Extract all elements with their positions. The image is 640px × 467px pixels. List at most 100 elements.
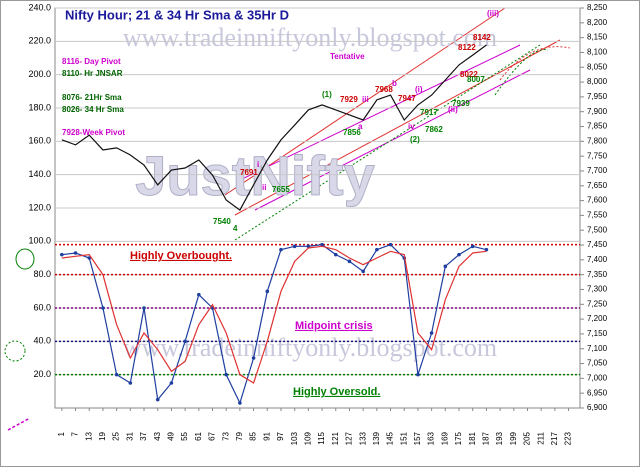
point bbox=[251, 356, 256, 360]
point bbox=[87, 256, 92, 260]
x-tick-label: 151 bbox=[399, 431, 408, 445]
x-tick-label: 13 bbox=[84, 431, 93, 440]
annotation: Midpoint crisis bbox=[295, 320, 373, 332]
annotation: 7917 bbox=[420, 108, 438, 117]
y2-tick-label: 8,000 bbox=[587, 77, 608, 86]
annotation: 7928-Week Pivot bbox=[62, 128, 125, 137]
annotation: 8116- Day Pivot bbox=[62, 57, 121, 66]
y2-tick-label: 7,050 bbox=[587, 359, 608, 368]
y2-tick-label: 7,850 bbox=[587, 122, 608, 131]
y-tick-label: 200.0 bbox=[28, 69, 51, 79]
y2-tick-label: 7,650 bbox=[587, 181, 608, 190]
y2-tick-label: 7,700 bbox=[587, 166, 608, 175]
x-tick-label: 7 bbox=[71, 431, 80, 436]
x-tick-label: 31 bbox=[125, 431, 134, 440]
point bbox=[60, 252, 64, 257]
point bbox=[183, 339, 187, 344]
x-tick-label: 55 bbox=[180, 431, 189, 440]
y2-tick-label: 6,950 bbox=[587, 388, 608, 397]
annotation: 8022 bbox=[460, 70, 478, 79]
annotation: 7856 bbox=[343, 128, 361, 137]
annotation: 7947 bbox=[398, 94, 416, 103]
annotation: 7862 bbox=[425, 125, 443, 134]
annotation: 7939 bbox=[452, 99, 470, 108]
x-tick-label: 25 bbox=[112, 431, 121, 440]
y-tick-label: 120.0 bbox=[28, 202, 51, 212]
y2-tick-label: 7,950 bbox=[587, 92, 608, 101]
point bbox=[197, 292, 201, 297]
x-tick-label: 199 bbox=[509, 431, 518, 445]
annotation: (i) bbox=[415, 85, 423, 94]
point bbox=[416, 372, 420, 377]
y2-tick-label: 7,300 bbox=[587, 285, 608, 294]
x-tick-label: 115 bbox=[317, 431, 326, 444]
x-tick-label: 223 bbox=[564, 431, 573, 445]
x-tick-label: 169 bbox=[440, 431, 449, 445]
x-tick-label: 175 bbox=[454, 431, 463, 445]
y2-tick-label: 8,150 bbox=[587, 33, 608, 42]
channel-line bbox=[224, 7, 506, 196]
x-tick-label: 211 bbox=[536, 431, 545, 444]
x-tick-label: 187 bbox=[482, 431, 491, 445]
annotation: 8142 bbox=[473, 33, 491, 42]
annotation: Highly Oversold. bbox=[293, 386, 380, 398]
channel-line bbox=[239, 44, 521, 181]
chart-title: Nifty Hour; 21 & 34 Hr Sma & 35Hr D bbox=[65, 7, 289, 22]
watermark-url: www.tradeinniftyonly.blogspot.com bbox=[123, 333, 497, 362]
y2-tick-label: 7,600 bbox=[587, 196, 608, 205]
x-tick-label: 205 bbox=[523, 431, 532, 445]
y2-tick-label: 7,200 bbox=[587, 314, 608, 323]
y-tick-label: 140.0 bbox=[28, 169, 51, 179]
point bbox=[484, 247, 489, 252]
point bbox=[347, 259, 352, 264]
annotation: 7968 bbox=[375, 85, 393, 94]
x-tick-label: 49 bbox=[167, 431, 176, 440]
point bbox=[292, 244, 297, 249]
y2-tick-label: 7,900 bbox=[587, 107, 608, 116]
annotation: 8122 bbox=[458, 43, 476, 52]
x-tick-label: 217 bbox=[550, 431, 559, 445]
x-tick-label: 127 bbox=[345, 431, 354, 445]
arrow bbox=[7, 417, 31, 431]
annotation: 7691 bbox=[240, 168, 258, 177]
point bbox=[114, 372, 119, 377]
x-tick-label: 157 bbox=[413, 431, 422, 445]
y2-tick-label: 7,550 bbox=[587, 211, 608, 220]
series-line bbox=[61, 243, 487, 405]
circle-mark bbox=[4, 340, 26, 362]
annotation: i bbox=[257, 160, 259, 169]
point bbox=[73, 251, 78, 255]
annotation: 4 bbox=[233, 224, 238, 233]
x-tick-label: 73 bbox=[221, 431, 230, 440]
point bbox=[470, 244, 475, 249]
y-tick-label: 240.0 bbox=[28, 2, 51, 12]
annotation: ii bbox=[262, 183, 266, 192]
annotation: (2) bbox=[410, 135, 420, 144]
y2-tick-label: 7,000 bbox=[587, 373, 608, 382]
channel-line bbox=[234, 39, 561, 216]
x-tick-label: 121 bbox=[331, 431, 340, 445]
point bbox=[388, 242, 393, 247]
point bbox=[279, 247, 283, 252]
y-tick-label: 160.0 bbox=[28, 136, 51, 146]
point bbox=[224, 372, 228, 377]
annotation: a bbox=[358, 122, 363, 131]
x-tick-label: 43 bbox=[153, 431, 162, 440]
x-tick-label: 145 bbox=[386, 431, 395, 445]
annotation: (ii) bbox=[448, 105, 458, 114]
y2-tick-label: 7,450 bbox=[587, 240, 608, 249]
annotation: Highly Overbought. bbox=[130, 250, 232, 262]
x-tick-label: 79 bbox=[235, 431, 244, 440]
x-tick-label: 85 bbox=[249, 431, 258, 440]
y-tick-label: 40.0 bbox=[33, 336, 51, 346]
x-tick-label: 67 bbox=[208, 431, 217, 440]
y2-tick-label: 7,250 bbox=[587, 299, 608, 308]
x-tick-label: 181 bbox=[468, 431, 477, 445]
annotation: iii bbox=[362, 95, 369, 104]
circle-mark bbox=[15, 248, 35, 270]
point bbox=[101, 306, 105, 310]
point bbox=[361, 269, 365, 274]
y-tick-label: 180.0 bbox=[28, 102, 51, 112]
x-tick-label: 97 bbox=[276, 431, 285, 440]
